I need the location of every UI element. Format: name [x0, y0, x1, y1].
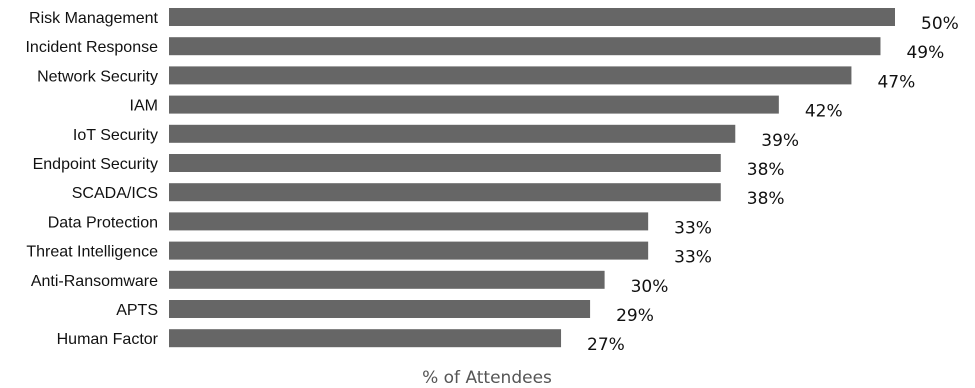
bar-iam — [169, 95, 779, 114]
bar-apts — [169, 300, 591, 318]
bar-network-security — [169, 66, 852, 85]
category-labels-group: Risk Management Incident Response Network … — [25, 10, 158, 348]
category-label-endpoint-security: Endpoint Security — [33, 156, 158, 173]
bar-risk-management — [169, 8, 895, 26]
category-label-iam: IAM — [130, 98, 158, 115]
bar-iot-security — [169, 124, 736, 143]
category-label-iot-security: IoT Security — [73, 127, 158, 144]
value-label-network-security: 47% — [877, 72, 915, 92]
value-label-data-protection: 33% — [674, 218, 712, 238]
bar-human-factor — [169, 329, 562, 348]
category-label-incident-response: Incident Response — [25, 39, 158, 56]
category-label-threat-intelligence: Threat Intelligence — [26, 244, 158, 261]
category-label-network-security: Network Security — [37, 68, 158, 85]
value-label-apts: 29% — [616, 306, 654, 326]
bars-group — [169, 8, 895, 348]
value-label-iam: 42% — [805, 102, 843, 122]
value-label-threat-intelligence: 33% — [674, 248, 712, 268]
category-label-data-protection: Data Protection — [48, 214, 158, 231]
value-label-anti-ransomware: 30% — [631, 277, 669, 297]
bar-incident-response — [169, 37, 881, 56]
value-label-human-factor: 27% — [587, 335, 625, 355]
category-label-apts: APTS — [116, 302, 158, 319]
bar-anti-ransomware — [169, 270, 605, 289]
bar-endpoint-security — [169, 154, 721, 172]
bar-data-protection — [169, 212, 649, 231]
value-label-iot-security: 39% — [761, 131, 799, 151]
value-label-incident-response: 49% — [906, 43, 944, 63]
category-label-risk-management: Risk Management — [29, 10, 159, 27]
bar-scada-ics — [169, 183, 721, 202]
value-labels-group: 50%49%47%42%39%38%38%33%33%30%29%27% — [587, 14, 959, 355]
value-label-risk-management: 50% — [921, 14, 959, 34]
x-axis-title: % of Attendees — [422, 368, 552, 388]
category-label-human-factor: Human Factor — [57, 331, 159, 348]
bar-threat-intelligence — [169, 241, 649, 260]
category-label-scada-ics: SCADA/ICS — [72, 185, 158, 202]
category-label-anti-ransomware: Anti-Ransomware — [31, 273, 158, 290]
value-label-scada-ics: 38% — [747, 189, 785, 209]
value-label-endpoint-security: 38% — [747, 160, 785, 180]
